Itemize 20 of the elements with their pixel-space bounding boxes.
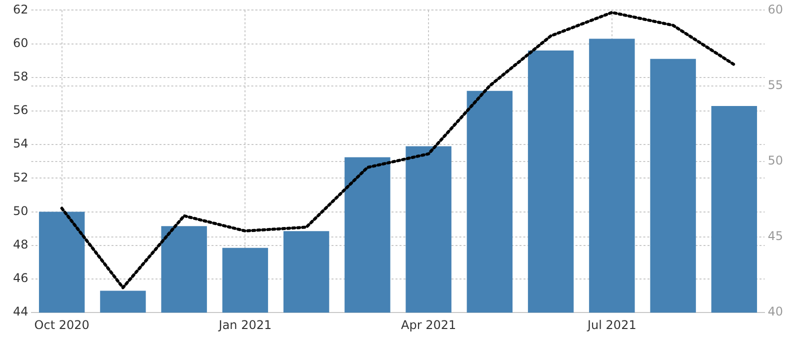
y-tick-label: 44: [12, 304, 28, 319]
y-tick-label: 50: [12, 204, 28, 218]
y-tick-label: 62: [12, 2, 28, 16]
y2-tick-label: 60: [768, 2, 784, 16]
x-tick-label: Jul 2021: [586, 318, 636, 332]
y2-tick-label: 50: [768, 154, 784, 168]
x-tick-label: Jan 2021: [218, 318, 272, 332]
x-tick-label: Oct 2020: [34, 318, 90, 332]
x-tick-label: Apr 2021: [401, 318, 456, 332]
y2-tick-label: 40: [768, 304, 784, 319]
y2-tick-label: 55: [768, 78, 784, 92]
y-tick-label: 48: [12, 238, 28, 252]
y-tick-label: 58: [12, 70, 28, 84]
y-tick-label: 52: [12, 170, 28, 184]
y-tick-label: 54: [12, 136, 28, 151]
y-tick-label: 60: [12, 36, 28, 50]
y-tick-label: 46: [12, 271, 28, 286]
y2-tick-label: 45: [768, 229, 784, 244]
line-series: [60, 10, 736, 290]
y-tick-label: 56: [12, 103, 28, 118]
